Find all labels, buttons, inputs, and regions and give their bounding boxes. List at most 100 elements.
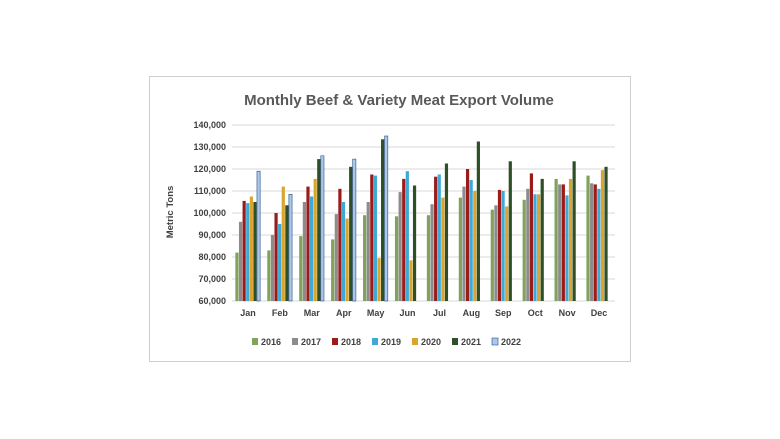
legend-swatch-2020 <box>412 338 418 345</box>
bar-sep-2021 <box>508 161 512 301</box>
y-tick-label: 80,000 <box>198 252 226 262</box>
legend-swatch-2019 <box>372 338 378 345</box>
y-tick-label: 100,000 <box>193 208 226 218</box>
bar-may-2018 <box>370 174 374 301</box>
legend-swatch-2017 <box>292 338 298 345</box>
bar-jun-2021 <box>412 185 417 301</box>
bar-jul-2017 <box>430 204 434 301</box>
bar-mar-2016 <box>299 236 303 301</box>
legend-label-2017: 2017 <box>301 337 321 347</box>
bar-may-2022 <box>384 135 389 302</box>
bar-may-2017 <box>366 202 370 301</box>
bar-may-2021 <box>381 139 385 301</box>
bar-chart: Monthly Beef & Variety Meat Export Volum… <box>165 92 615 347</box>
bar-may-2019 <box>373 175 378 301</box>
bar-may-2020 <box>377 258 381 301</box>
bar-mar-2017 <box>302 202 306 301</box>
chart-title: Monthly Beef & Variety Meat Export Volum… <box>244 92 554 109</box>
x-tick-label: Nov <box>559 308 576 318</box>
bar-aug-2021 <box>476 141 480 301</box>
x-tick-labels: Jan Feb Mar Apr May Jun Jul Aug Sep Oct Nov Dec <box>240 308 607 318</box>
bar-oct-2019 <box>533 194 537 301</box>
x-tick-label: Aug <box>463 308 481 318</box>
bar-nov-2021 <box>572 161 576 301</box>
bar-aug-2018 <box>465 169 470 301</box>
bar-jan-2019 <box>246 203 250 301</box>
chart-container: Monthly Beef & Variety Meat Export Volum… <box>149 76 631 362</box>
bar-apr-2021 <box>349 166 353 301</box>
legend-swatch-2022 <box>491 337 499 346</box>
legend-swatch-2018 <box>332 338 338 345</box>
y-tick-label: 130,000 <box>193 142 226 152</box>
bar-oct-2017 <box>526 188 530 301</box>
y-tick-label: 70,000 <box>198 274 226 284</box>
legend-swatch-2016 <box>252 338 258 345</box>
bar-jun-2016 <box>394 216 399 301</box>
bar-jun-2019 <box>405 171 409 301</box>
legend-swatch-2021 <box>452 338 458 345</box>
bar-jul-2018 <box>434 176 438 301</box>
bar-nov-2017 <box>558 184 562 301</box>
bar-sep-2020 <box>505 206 509 301</box>
bar-mar-2019 <box>309 196 314 301</box>
legend-label-2021: 2021 <box>461 337 481 347</box>
y-tick-label: 110,000 <box>194 186 226 196</box>
bar-sep-2019 <box>501 191 505 301</box>
x-tick-label: Jun <box>400 308 416 318</box>
bar-jan-2022 <box>256 170 261 302</box>
y-tick-label: 90,000 <box>198 230 226 240</box>
bar-jan-2020 <box>249 196 253 301</box>
bar-oct-2021 <box>540 178 544 301</box>
legend-label-2022: 2022 <box>501 337 521 347</box>
bar-mar-2018 <box>306 186 310 301</box>
bar-jul-2016 <box>426 215 431 301</box>
bar-jan-2018 <box>242 200 246 301</box>
bar-jun-2017 <box>398 192 402 301</box>
x-tick-label: Oct <box>528 308 543 318</box>
bar-oct-2016 <box>522 199 526 301</box>
bar-feb-2022 <box>288 194 293 302</box>
x-tick-label: Dec <box>591 308 608 318</box>
bar-apr-2017 <box>334 214 338 301</box>
x-tick-label: Mar <box>304 308 321 318</box>
bar-dec-2021 <box>604 166 608 301</box>
y-axis-label: Metric Tons <box>165 186 176 239</box>
bar-dec-2016 <box>586 175 590 301</box>
legend-label-2018: 2018 <box>341 337 361 347</box>
legend-label-2020: 2020 <box>421 337 441 347</box>
bar-apr-2020 <box>345 218 349 301</box>
legend-label-2016: 2016 <box>261 337 281 347</box>
y-tick-label: 120,000 <box>193 164 226 174</box>
bar-jul-2019 <box>437 174 441 301</box>
legend-label-2019: 2019 <box>381 337 401 347</box>
x-tick-label: May <box>367 308 385 318</box>
bar-feb-2021 <box>285 205 289 301</box>
bar-nov-2016 <box>554 178 558 301</box>
bar-feb-2016 <box>267 250 271 301</box>
bar-mar-2020 <box>313 178 317 301</box>
bar-aug-2016 <box>458 197 462 301</box>
bar-jun-2020 <box>409 260 413 301</box>
bar-apr-2018 <box>338 188 342 301</box>
bar-jan-2016 <box>235 252 239 301</box>
bar-may-2016 <box>363 215 367 301</box>
bar-dec-2017 <box>590 183 594 301</box>
x-tick-label: Jul <box>433 308 446 318</box>
x-tick-label: Apr <box>336 308 352 318</box>
bar-oct-2020 <box>537 194 541 301</box>
legend: 2016 2017 2018 2019 2020 2021 2022 <box>252 337 521 347</box>
bar-jun-2018 <box>402 178 406 301</box>
bar-feb-2017 <box>270 235 275 301</box>
bar-jan-2017 <box>238 221 243 301</box>
bar-nov-2019 <box>565 195 569 301</box>
bar-feb-2018 <box>274 213 278 301</box>
x-tick-label: Feb <box>272 308 289 318</box>
bar-dec-2018 <box>593 184 597 301</box>
x-tick-label: Sep <box>495 308 512 318</box>
bar-mar-2021 <box>317 159 321 301</box>
bar-sep-2016 <box>490 209 494 301</box>
bar-nov-2020 <box>568 178 573 301</box>
y-tick-label: 140,000 <box>193 120 226 130</box>
bar-feb-2020 <box>281 186 285 301</box>
bar-sep-2017 <box>494 205 498 301</box>
